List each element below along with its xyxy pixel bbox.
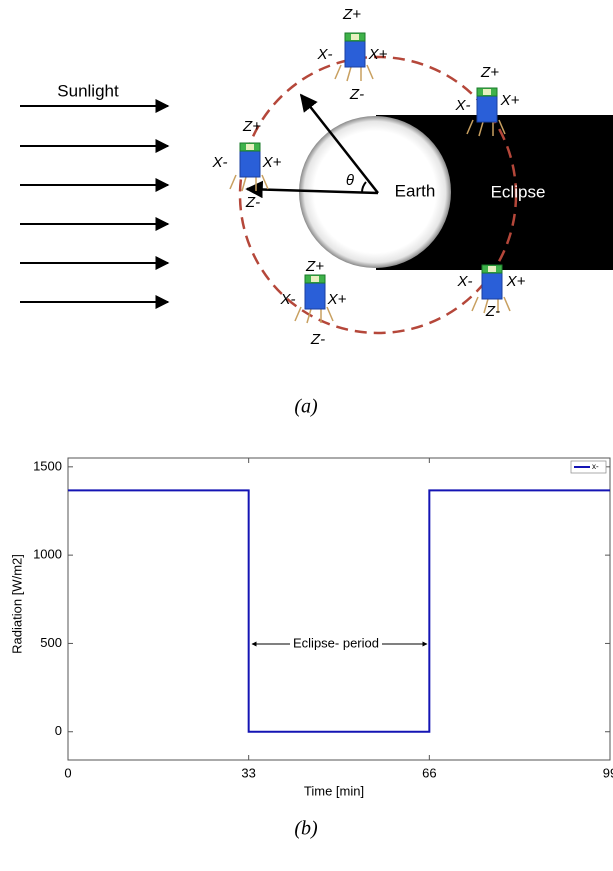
antenna (229, 174, 237, 190)
axis-label: X+ (500, 92, 520, 109)
eclipse-label: Eclipse (491, 182, 546, 201)
antenna (503, 296, 511, 312)
x-tick-label: 99 (603, 765, 613, 780)
chart: Eclipse- period Time [min] Radiation [W/… (9, 457, 613, 840)
y-axis-label: Radiation [W/m2] (9, 554, 24, 654)
axis-label: X- (317, 46, 333, 63)
antenna (326, 306, 334, 322)
caption-a: (a) (294, 396, 318, 418)
satellite-panel (311, 276, 319, 282)
satellite (294, 274, 334, 324)
satellite (471, 264, 511, 314)
x-axis-label: Time [min] (304, 783, 364, 798)
antenna (498, 119, 506, 135)
antenna (306, 308, 312, 324)
earth-label: Earth (395, 181, 436, 200)
antenna (334, 64, 342, 80)
satellite (466, 87, 506, 137)
satellite-panel (351, 34, 359, 40)
satellite (229, 142, 269, 192)
x-tick-label: 66 (422, 765, 436, 780)
caption-b: (b) (294, 818, 318, 840)
y-tick-label: 1500 (33, 458, 62, 473)
x-tick-label: 0 (64, 765, 71, 780)
annotation: Eclipse- period (293, 635, 379, 650)
antenna (478, 121, 484, 137)
axis-label: Z+ (480, 64, 499, 81)
angle-arc (361, 181, 367, 193)
axis-label: X- (457, 273, 473, 290)
antenna (261, 174, 269, 190)
antenna (471, 296, 479, 312)
axis-label: Z- (245, 194, 260, 211)
y-tick-label: 500 (40, 635, 62, 650)
satellite-panel (246, 144, 254, 150)
axis-label: Z- (485, 303, 500, 320)
diagram: Sunlight θ Earth Eclipse (a) Z+X- X+Z-Z+X… (20, 6, 613, 418)
antenna (346, 66, 352, 82)
axis-label: Z- (310, 331, 325, 348)
orbit (238, 55, 518, 335)
antenna (294, 306, 302, 322)
axis-label: X+ (327, 291, 347, 308)
plot-frame (67, 457, 611, 761)
axis-label: X- (280, 291, 296, 308)
axis-label: X+ (506, 273, 526, 290)
satellite-panel (483, 89, 491, 95)
sunlight-label: Sunlight (57, 81, 119, 100)
y-tick-label: 1000 (33, 547, 62, 562)
axis-label: Z+ (342, 6, 361, 23)
sun-arrows (20, 99, 170, 309)
axis-label: Z+ (242, 118, 261, 135)
antenna (466, 119, 474, 135)
axis-label: X+ (262, 154, 282, 171)
legend-label: x- (592, 462, 599, 471)
series-line (68, 489, 610, 733)
y-tick-label: 0 (55, 723, 62, 738)
angle-label: θ (346, 172, 354, 189)
axis-label: X- (455, 97, 471, 114)
radius-arrows (245, 93, 379, 199)
axis-label: X- (212, 154, 228, 171)
antenna (241, 176, 247, 192)
antenna (483, 298, 489, 314)
axis-label: Z+ (305, 258, 324, 275)
x-tick-label: 33 (241, 765, 255, 780)
satellite (334, 32, 374, 82)
axis-label: X+ (368, 46, 388, 63)
axis-label: Z- (349, 86, 364, 103)
antenna (366, 64, 374, 80)
satellite-panel (488, 266, 496, 272)
